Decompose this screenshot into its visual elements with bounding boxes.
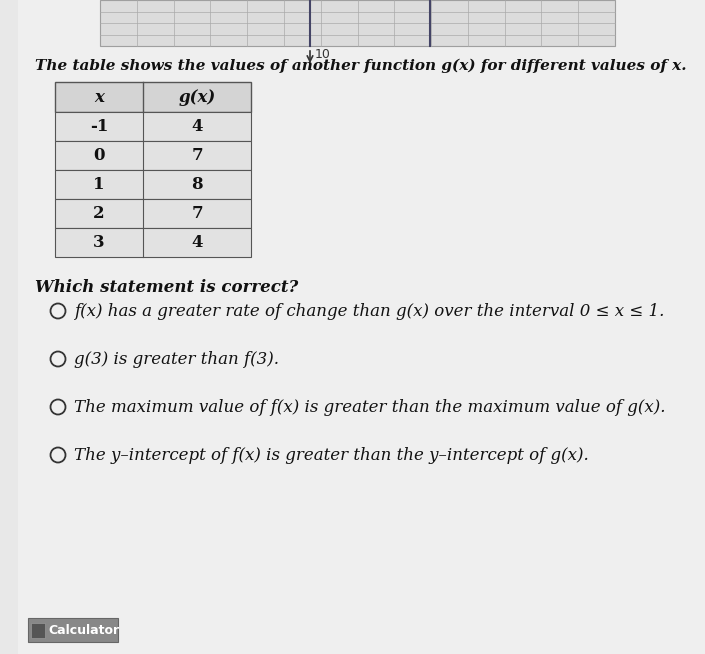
Text: 1: 1 bbox=[93, 176, 105, 193]
Bar bbox=[28, 618, 118, 642]
Text: 3: 3 bbox=[93, 234, 105, 251]
Text: Which statement is correct?: Which statement is correct? bbox=[35, 279, 298, 296]
Bar bbox=[55, 199, 251, 228]
Bar bbox=[55, 112, 251, 141]
Text: 8: 8 bbox=[191, 176, 203, 193]
Text: The maximum value of f(x) is greater than the maximum value of g(x).: The maximum value of f(x) is greater tha… bbox=[75, 398, 666, 415]
Text: 0: 0 bbox=[93, 147, 105, 164]
Bar bbox=[55, 82, 251, 112]
Bar bbox=[55, 170, 251, 199]
Bar bbox=[100, 0, 615, 46]
Text: 4: 4 bbox=[191, 118, 203, 135]
Text: g(x): g(x) bbox=[178, 88, 216, 105]
Text: Calculator: Calculator bbox=[48, 623, 119, 636]
Text: The table shows the values of another function g(x) for different values of x.: The table shows the values of another fu… bbox=[35, 59, 687, 73]
Text: 2: 2 bbox=[93, 205, 105, 222]
Text: 7: 7 bbox=[191, 205, 203, 222]
Text: The y–intercept of f(x) is greater than the y–intercept of g(x).: The y–intercept of f(x) is greater than … bbox=[75, 447, 589, 464]
Text: g(3) is greater than f(3).: g(3) is greater than f(3). bbox=[75, 351, 279, 368]
Text: f(x) has a greater rate of change than g(x) over the interval 0 ≤ x ≤ 1.: f(x) has a greater rate of change than g… bbox=[75, 303, 665, 320]
Bar bbox=[31, 623, 45, 638]
Bar bbox=[55, 141, 251, 170]
Text: -1: -1 bbox=[90, 118, 108, 135]
Bar bbox=[55, 228, 251, 257]
Text: 7: 7 bbox=[191, 147, 203, 164]
Text: 10: 10 bbox=[315, 48, 331, 61]
Text: 4: 4 bbox=[191, 234, 203, 251]
Text: x: x bbox=[94, 88, 104, 105]
